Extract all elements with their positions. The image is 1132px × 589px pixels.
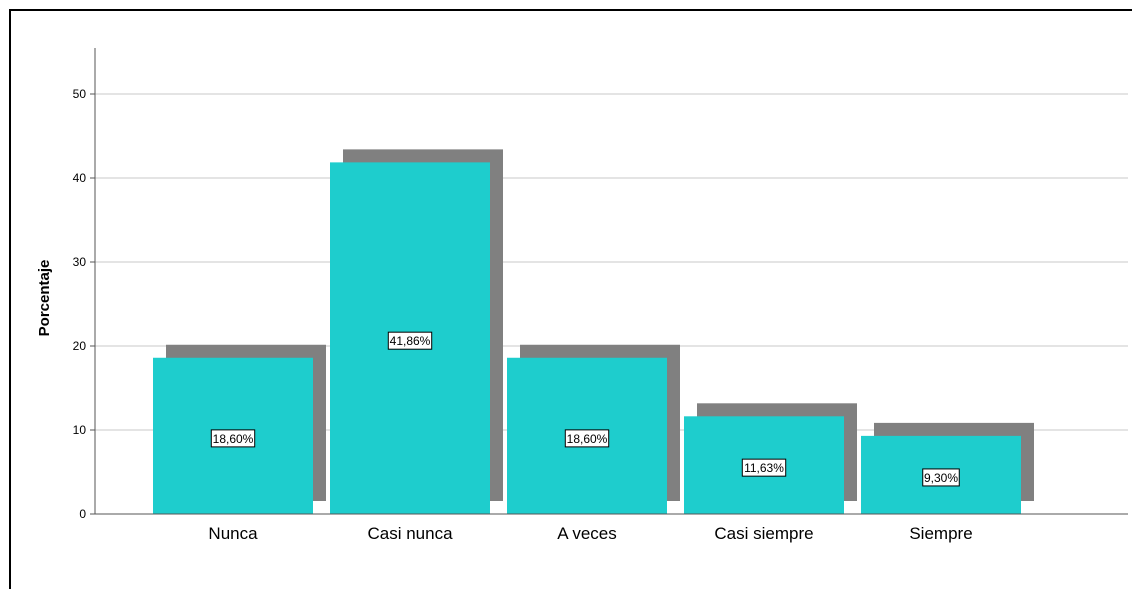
x-tick-label: Casi nunca	[367, 524, 453, 543]
y-tick-label: 40	[73, 171, 87, 185]
data-label-box	[922, 468, 960, 487]
data-label: 9,30%	[924, 471, 958, 485]
data-label-box	[741, 458, 787, 477]
x-axis-labels: Nunca Casi nunca A veces Casi siempre Siempr…	[208, 524, 972, 543]
x-tick-label: Siempre	[909, 524, 972, 543]
y-tick-label: 20	[73, 339, 87, 353]
data-label: 11,63%	[744, 461, 784, 475]
data-label: 18,60%	[567, 432, 608, 446]
x-tick-label: Casi siempre	[714, 524, 813, 543]
y-tick-label: 50	[73, 87, 87, 101]
data-label-box	[210, 429, 256, 448]
x-tick-label: A veces	[557, 524, 617, 543]
data-label-box	[564, 429, 610, 448]
bars: 18,60% 41,86% 18,60% 11,63% 9,30%	[153, 149, 1034, 514]
y-tick-label: 30	[73, 255, 87, 269]
data-label-box	[387, 331, 433, 350]
y-axis-ticks: 0 10 20 30 40 50	[73, 87, 95, 521]
x-tick-label: Nunca	[208, 524, 258, 543]
axes	[94, 48, 1128, 515]
y-tick-label: 0	[79, 507, 86, 521]
y-tick-label: 10	[73, 423, 87, 437]
data-label: 41,86%	[390, 334, 431, 348]
y-axis-title: Porcentaje	[36, 260, 53, 337]
data-label: 18,60%	[213, 432, 254, 446]
